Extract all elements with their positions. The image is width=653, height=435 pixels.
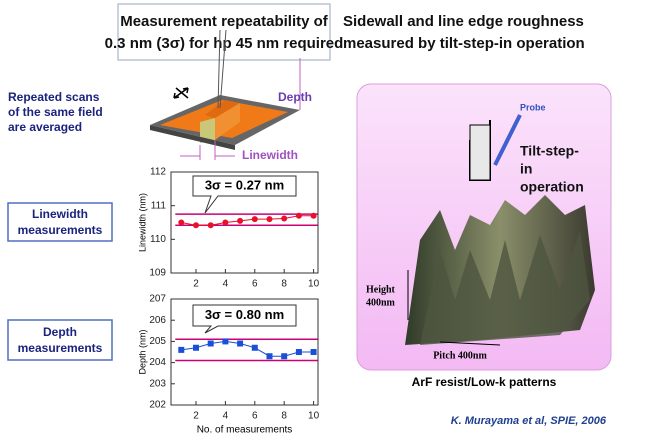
pitch-label: Pitch 400nm (433, 350, 487, 361)
y-tick-label: 112 (150, 167, 166, 178)
depth-label: measurements (18, 341, 103, 355)
left-title: 0.3 nm (3σ) for hp 45 nm required (105, 35, 344, 52)
data-point (222, 338, 228, 344)
slide: Measurement repeatability of 0.3 nm (3σ)… (0, 0, 653, 435)
y-tick-label: 205 (149, 336, 166, 347)
y-axis-label: Linewidth (nm) (137, 193, 147, 252)
data-point (237, 341, 243, 347)
x-tick-label: 8 (281, 411, 287, 422)
operation-label: operation (520, 179, 584, 195)
data-point (193, 345, 199, 351)
linewidth-label: measurements (18, 223, 103, 237)
x-tick-label: 4 (223, 279, 229, 290)
y-tick-label: 110 (150, 234, 166, 245)
y-tick-label: 207 (149, 294, 166, 305)
data-point (252, 345, 258, 351)
x-tick-label: 6 (252, 279, 258, 290)
operation-label: in (520, 161, 532, 177)
y-tick-label: 111 (151, 200, 167, 211)
x-tick-label: 8 (281, 279, 287, 290)
linewidth-dim-label: Linewidth (242, 148, 298, 162)
callout-text: 3σ = 0.27 nm (205, 177, 284, 192)
height-label: 400nm (366, 297, 396, 308)
afm-caption: ArF resist/Low-k patterns (412, 375, 557, 389)
data-point (311, 349, 317, 355)
data-point (311, 213, 317, 219)
height-label: Height (366, 284, 396, 295)
data-point (178, 220, 184, 226)
scan-note: Repeated scans (8, 90, 100, 104)
data-point (222, 220, 228, 226)
y-tick-label: 204 (149, 357, 166, 368)
y-tick-label: 109 (149, 268, 166, 279)
x-tick-label: 6 (252, 411, 258, 422)
y-axis-label: Depth (nm) (137, 329, 147, 374)
x-axis-label: No. of measurements (197, 425, 293, 435)
depth-label: Depth (43, 325, 77, 339)
y-tick-label: 202 (149, 400, 166, 411)
y-tick-label: 203 (149, 378, 166, 389)
data-point (193, 222, 199, 228)
data-point (266, 216, 272, 222)
scan-note: are averaged (8, 120, 82, 134)
y-tick-label: 206 (149, 315, 166, 326)
x-tick-label: 2 (193, 411, 199, 422)
depth-dim-label: Depth (278, 90, 312, 104)
data-point (252, 216, 258, 222)
data-point (178, 347, 184, 353)
citation: K. Murayama et al, SPIE, 2006 (451, 415, 607, 427)
left-title: Measurement repeatability of (120, 13, 329, 30)
data-point (237, 218, 243, 224)
x-tick-label: 4 (223, 411, 229, 422)
data-point (296, 349, 302, 355)
operation-label: Tilt-step- (520, 143, 579, 159)
probe-label: Probe (520, 102, 546, 112)
linewidth-label: Linewidth (32, 207, 88, 221)
data-point (266, 353, 272, 359)
data-point (281, 215, 287, 221)
x-tick-label: 10 (308, 411, 320, 422)
x-tick-label: 10 (308, 279, 320, 290)
data-point (281, 353, 287, 359)
x-tick-label: 2 (193, 279, 199, 290)
scan-note: of the same field (8, 105, 103, 119)
right-title: Sidewall and line edge roughness (343, 13, 584, 30)
data-point (208, 222, 214, 228)
callout-text: 3σ = 0.80 nm (205, 307, 284, 322)
data-point (296, 213, 302, 219)
data-point (208, 341, 214, 347)
right-title: measured by tilt-step-in operation (343, 35, 585, 52)
